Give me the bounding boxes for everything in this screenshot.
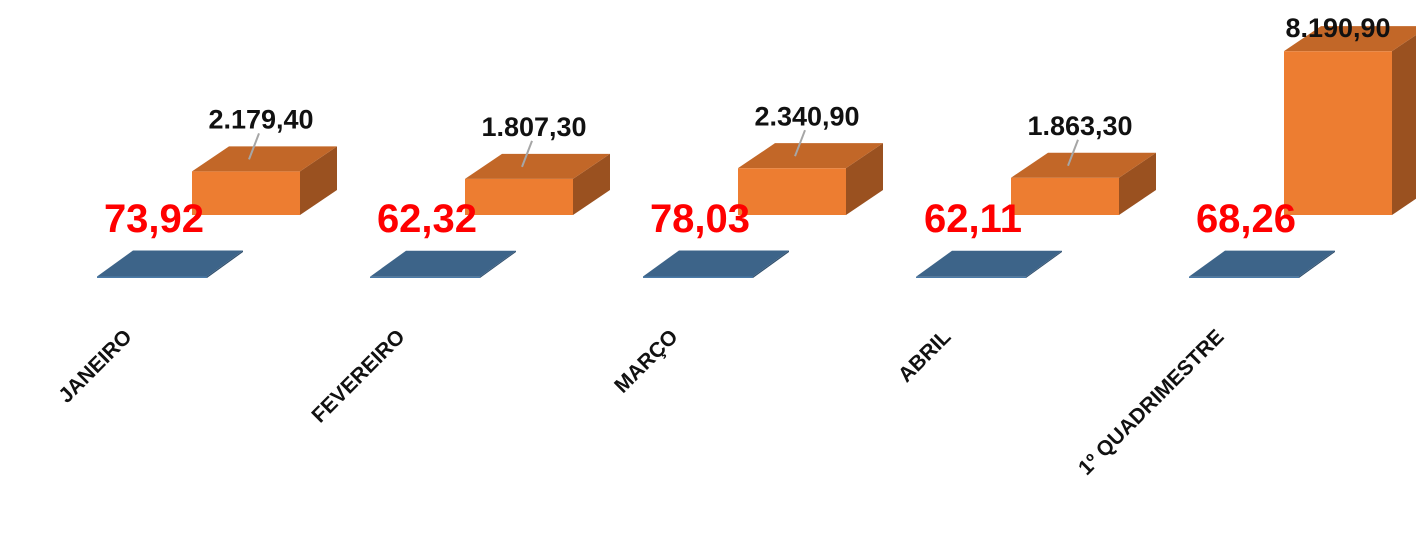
bar-front [1284,51,1392,215]
bar [97,250,243,278]
bar-side [1392,34,1416,215]
bar-side [1026,250,1062,278]
bar-front [370,276,480,278]
bar-side [207,250,243,278]
bar-front [643,276,753,278]
bar-front [97,276,207,278]
bar-side [300,146,337,215]
bar-top [738,143,883,169]
value-label: 2.340,90 [754,101,859,131]
bar-top [916,250,1062,277]
bar-side [753,250,789,278]
bar-side [1119,152,1156,215]
bar-side [1299,250,1335,278]
leader-line [248,133,260,160]
value-label: 78,03 [650,197,750,241]
x-tick-label: MARÇO [610,325,682,397]
bar [192,146,337,215]
value-label: 2.179,40 [208,105,313,135]
bar-top [643,250,789,277]
value-label: 62,32 [377,197,477,241]
bar [465,153,610,215]
bar-top [1189,250,1335,277]
value-label: 8.190,90 [1285,13,1390,43]
bar [916,250,1062,278]
value-label: 1.863,30 [1027,111,1132,141]
bar [1284,26,1416,215]
bar-side [573,153,610,215]
bar-top [1284,26,1416,52]
bar-front [465,178,573,215]
bar-front [1189,276,1299,278]
x-tick-label: ABRIL [894,325,956,387]
bar-side [846,143,883,215]
bar [1189,250,1335,278]
bar-front [192,171,300,215]
bar-top [370,250,516,277]
leader-line [1067,139,1079,167]
leader-line [794,129,806,157]
leader-line [521,140,533,168]
bar-top [97,250,243,277]
value-label: 62,11 [924,197,1022,241]
bar-front [916,276,1026,278]
bar [1011,152,1156,215]
bar [738,143,883,215]
value-label: 68,26 [1196,197,1296,241]
bar-front [1011,177,1119,215]
bar [370,250,516,278]
bar-top [192,146,337,172]
bar-top [465,153,610,179]
x-tick-label: FEVEREIRO [307,325,409,427]
value-label: 1.807,30 [481,112,586,142]
x-tick-label: 1º QUADRIMESTRE [1074,325,1229,480]
bar-top [1011,152,1156,178]
value-label: 73,92 [104,197,204,241]
bar [643,250,789,278]
bar-front [738,168,846,215]
bar-side [480,250,516,278]
x-tick-label: JANEIRO [54,325,136,407]
